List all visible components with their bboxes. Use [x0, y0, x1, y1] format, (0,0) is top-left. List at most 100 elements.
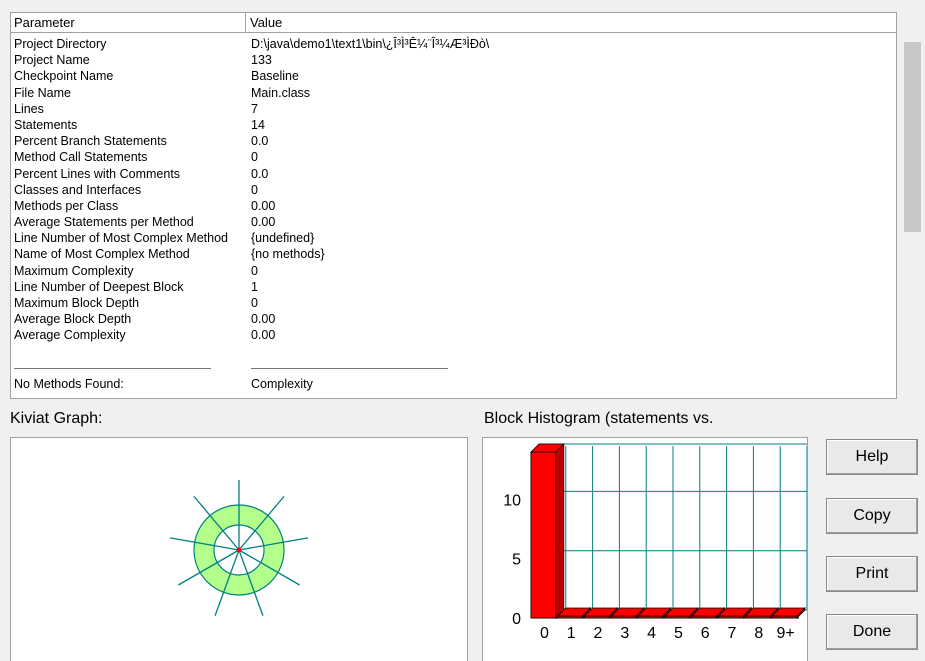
histogram-bar [664, 607, 699, 619]
table-row: Methods per Class 0.00 [11, 198, 896, 214]
parameter-value: Baseline [251, 69, 299, 84]
table-row: Project Directory D:\java\demo1\text1\bin… [11, 36, 896, 52]
block-histogram: 0 5 10 0 1 2 3 4 5 6 7 8 9+ [482, 437, 808, 661]
kiviat-svg [169, 480, 309, 617]
y-tick-label: 10 [503, 492, 521, 509]
table-row: Average Complexity 0.00 [11, 327, 896, 343]
parameter-name: Statements [14, 117, 78, 132]
parameter-name: No Methods Found: [14, 376, 124, 391]
parameter-value: 0.00 [251, 312, 276, 327]
table-row: Project Name 133 [11, 52, 896, 68]
table-row: Average Statements per Method 0.00 [11, 214, 896, 230]
parameter-value: {no methods} [251, 247, 325, 262]
x-tick-label: 9+ [776, 625, 794, 642]
parameter-value: 0.00 [251, 198, 276, 213]
parameter-name: Project Name [14, 53, 90, 68]
parameter-value: 133 [251, 53, 272, 68]
histogram-bar [530, 443, 565, 619]
kiviat-axis [169, 537, 240, 551]
parameter-name: Line Number of Deepest Block [14, 279, 184, 294]
parameter-name: Average Block Depth [14, 312, 132, 327]
kiviat-label: Kiviat Graph: [10, 410, 103, 427]
table-row: Line Number of Deepest Block 1 [11, 279, 896, 295]
parameter-name: Name of Most Complex Method [14, 247, 190, 262]
histogram-bar [690, 607, 726, 619]
x-tick-label: 4 [647, 625, 656, 642]
histogram-bar [610, 607, 646, 619]
separator-line [251, 367, 448, 369]
parameter-value: 0.0 [251, 134, 269, 149]
kiviat-axis [238, 495, 285, 551]
parameter-value: {undefined} [251, 231, 315, 246]
x-tick-label: 1 [567, 625, 576, 642]
table-row: Percent Lines with Comments 0.0 [11, 166, 896, 182]
kiviat-axis [238, 549, 264, 617]
parameter-name: Method Call Statements [14, 150, 148, 165]
x-tick-label: 0 [540, 625, 549, 642]
parameter-value: 0.00 [251, 328, 276, 343]
done-button[interactable]: Done [826, 614, 918, 650]
kiviat-axis [178, 549, 240, 586]
parameter-name: Lines [14, 101, 44, 116]
copy-button[interactable]: Copy [826, 498, 918, 534]
x-tick-label: 5 [674, 625, 683, 642]
print-button[interactable]: Print [826, 556, 918, 592]
parameter-name: Percent Branch Statements [14, 134, 167, 149]
histogram-label: Block Histogram (statements vs. [484, 410, 714, 427]
parameter-value: 0 [251, 263, 258, 278]
parameter-name: Maximum Block Depth [14, 296, 140, 310]
parameter-value: Main.class [251, 85, 311, 100]
y-tick-label: 5 [512, 552, 521, 569]
table-row: Lines 7 [11, 101, 896, 117]
kiviat-axis [214, 549, 240, 617]
parameter-name: Line Number of Most Complex Method [14, 231, 228, 246]
table-header: Parameter Value [11, 13, 896, 33]
x-tick-label: 3 [620, 625, 629, 642]
table-row: Maximum Block Depth 0 [11, 295, 896, 311]
table-rows: Project Directory D:\java\demo1\text1\bin… [11, 36, 896, 392]
blank-row [11, 344, 896, 360]
parameter-name: Average Complexity [14, 328, 126, 343]
parameter-name: Maximum Complexity [14, 263, 134, 278]
help-button[interactable]: Help [826, 439, 918, 475]
table-row: Statements 14 [11, 117, 896, 133]
parameter-value: 14 [251, 117, 265, 132]
parameter-name: Classes and Interfaces [14, 182, 142, 197]
separator-row [11, 360, 896, 376]
scroll-thumb[interactable] [904, 42, 921, 232]
vertical-scrollbar[interactable] [900, 12, 925, 399]
header-parameter[interactable]: Parameter [11, 13, 246, 32]
table-row: Maximum Complexity 0 [11, 263, 896, 279]
parameter-name: Methods per Class [14, 198, 119, 213]
parameter-value: 0 [251, 296, 258, 310]
kiviat-axis [238, 549, 300, 586]
y-tick-label: 0 [512, 611, 521, 628]
separator-line [14, 367, 211, 369]
metrics-table: Parameter Value Project Directory D:\java… [10, 12, 897, 399]
table-row: Classes and Interfaces 0 [11, 182, 896, 198]
histogram-bar [556, 607, 592, 619]
parameter-value: 0.00 [251, 215, 276, 230]
header-value[interactable]: Value [250, 15, 283, 30]
kiviat-graph [10, 437, 468, 661]
parameter-name: Percent Lines with Comments [14, 166, 181, 181]
parameter-name: Project Directory [14, 37, 107, 51]
kiviat-center-point [236, 547, 242, 553]
table-row: Percent Branch Statements 0.0 [11, 133, 896, 149]
x-tick-label: 6 [701, 625, 710, 642]
table-row: Line Number of Most Complex Method {undef… [11, 230, 896, 246]
table-row: Method Call Statements 0 [11, 149, 896, 165]
parameter-name: File Name [14, 85, 71, 100]
table-row: Checkpoint Name Baseline [11, 68, 896, 84]
x-tick-label: 2 [594, 625, 603, 642]
histogram-bar [771, 607, 806, 619]
parameter-value: D:\java\demo1\text1\bin\¿Î³Ì³Ê¼¨Î³¼Æ³ÌÐò… [251, 37, 490, 51]
table-row: Name of Most Complex Method {no methods} [11, 246, 896, 262]
parameter-value: 0.0 [251, 166, 269, 181]
table-row: Average Block Depth 0.00 [11, 311, 896, 327]
parameter-name: Average Statements per Method [14, 215, 194, 230]
kiviat-axis [193, 495, 240, 551]
histogram-bar [637, 607, 672, 619]
parameter-value: 0 [251, 150, 258, 165]
